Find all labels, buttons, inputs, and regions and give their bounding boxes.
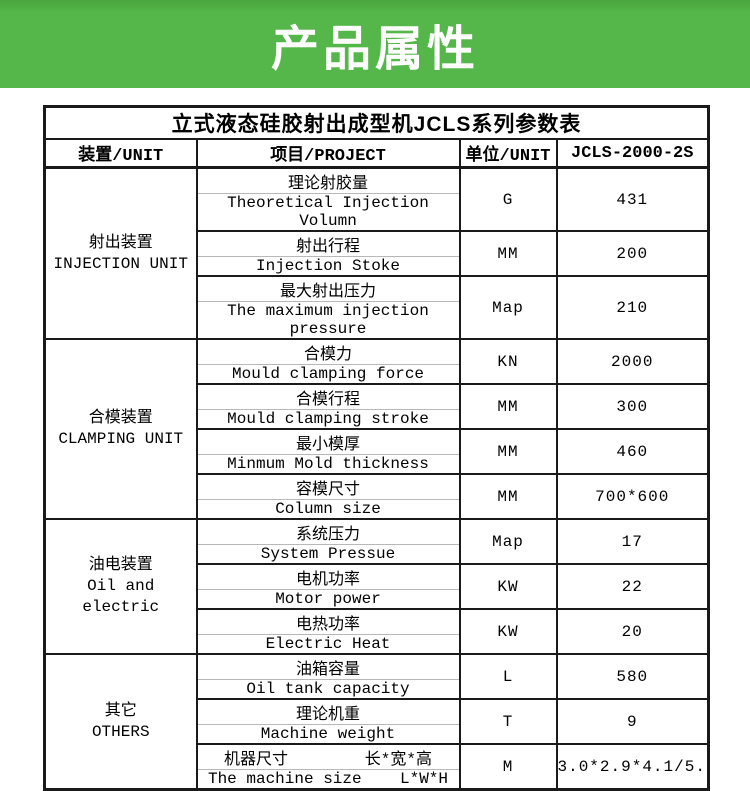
project-label-en: Oil tank capacity [246, 680, 410, 698]
table-row: 合模装置 CLAMPING UNIT 合模力 Mould clamping fo… [43, 338, 710, 520]
col-header-device: 装置/UNIT [43, 138, 198, 169]
table-row: 射出装置 INJECTION UNIT 理论射胶量 Theoretical In… [43, 166, 710, 340]
project-label-cn: 合模力 [198, 341, 458, 365]
project-cell: 最大射出压力 The maximum injection pressure [195, 275, 461, 340]
project-label-cn: 理论机重 [198, 701, 458, 725]
project-label-cn: 容模尺寸 [198, 476, 458, 500]
value-cell: 9 [555, 698, 710, 745]
spec-table: 立式液态硅胶射出成型机JCLS系列参数表 装置/UNIT 项目/PROJECT … [43, 105, 710, 791]
project-label-cn: 射出行程 [198, 233, 458, 257]
table-row: 其它 OTHERS 油箱容量 Oil tank capacity L 580 [43, 653, 710, 791]
product-attributes-banner: 产品属性 [0, 0, 750, 88]
value-cell: 20 [555, 608, 710, 655]
group-label-en: Oil and electric [82, 577, 160, 616]
unit-cell: Map [458, 275, 558, 340]
unit-cell: MM [458, 428, 558, 475]
table-row: 油电装置 Oil and electric 系统压力 System Pressu… [43, 518, 710, 655]
project-label-en: Electric Heat [265, 635, 391, 653]
unit-cell: MM [458, 473, 558, 520]
value-cell: 431 [555, 166, 710, 232]
value-cell: 3.0*2.9*4.1/5.13 [555, 743, 710, 791]
table-row: 射出行程 Injection Stoke MM 200 [45, 230, 710, 277]
project-label-cn: 机器尺寸 长*宽*高 [198, 746, 458, 770]
value-cell: 460 [555, 428, 710, 475]
unit-cell: M [458, 743, 558, 791]
project-cell: 理论射胶量 Theoretical Injection Volumn [195, 166, 461, 232]
value-cell: 700*600 [555, 473, 710, 520]
project-label-en: Column size [275, 500, 381, 518]
group-label-en: CLAMPING UNIT [58, 430, 184, 448]
project-label-en: The maximum injection pressure [227, 302, 439, 338]
project-label-en: Machine weight [260, 725, 396, 743]
value-cell: 200 [555, 230, 710, 277]
project-cell: 系统压力 System Pressue [195, 518, 461, 565]
group-label-cn: 合模装置 [88, 409, 153, 427]
unit-cell: T [458, 698, 558, 745]
value-cell: 210 [555, 275, 710, 340]
table-row: 最大射出压力 The maximum injection pressure Ma… [45, 275, 710, 340]
project-label-cn: 电热功率 [198, 611, 458, 635]
unit-cell: L [458, 653, 558, 700]
unit-cell: KN [458, 338, 558, 385]
project-label-en: Theoretical Injection Volumn [227, 194, 439, 230]
project-cell: 射出行程 Injection Stoke [195, 230, 461, 277]
col-header-project: 项目/PROJECT [195, 138, 461, 169]
project-cell: 最小模厚 Minmum Mold thickness [195, 428, 461, 475]
table-title-row: 立式液态硅胶射出成型机JCLS系列参数表 [43, 105, 710, 140]
project-cell: 电机功率 Motor power [195, 563, 461, 610]
project-cell: 机器尺寸 长*宽*高 The machine size L*W*H [195, 743, 461, 791]
project-label-cn: 油箱容量 [198, 656, 458, 680]
group-cell-injection-unit: 射出装置 INJECTION UNIT [43, 166, 198, 340]
value-cell: 300 [555, 383, 710, 430]
project-label-cn: 系统压力 [198, 521, 458, 545]
project-cell: 合模力 Mould clamping force [195, 338, 461, 385]
unit-cell: MM [458, 383, 558, 430]
group-label-cn: 射出装置 [88, 233, 153, 252]
project-label-en: Minmum Mold thickness [227, 455, 429, 473]
spec-table-container: 立式液态硅胶射出成型机JCLS系列参数表 装置/UNIT 项目/PROJECT … [43, 105, 710, 791]
value-cell: 2000 [555, 338, 710, 385]
project-label-cn: 合模行程 [198, 386, 458, 410]
project-label-cn: 电机功率 [198, 566, 458, 590]
project-cell: 理论机重 Machine weight [195, 698, 461, 745]
group-label-en: OTHERS [91, 722, 150, 741]
col-header-model: JCLS-2000-2S [555, 138, 710, 169]
project-label-en: Mould clamping force [231, 365, 425, 383]
value-cell: 22 [555, 563, 710, 610]
unit-cell: G [458, 166, 558, 232]
table-header-row: 装置/UNIT 项目/PROJECT 单位/UNIT JCLS-2000-2S [43, 138, 710, 169]
unit-cell: MM [458, 230, 558, 277]
table-title: 立式液态硅胶射出成型机JCLS系列参数表 [43, 105, 710, 140]
project-cell: 油箱容量 Oil tank capacity [195, 653, 461, 700]
unit-cell: Map [458, 518, 558, 565]
table-row: 电热功率 Electric Heat KW 20 [45, 608, 710, 655]
project-label-en: Motor power [275, 590, 381, 608]
project-label-cn: 最大射出压力 [198, 278, 458, 302]
project-label-en: System Pressue [260, 545, 396, 563]
table-row: 容模尺寸 Column size MM 700*600 [45, 473, 710, 520]
project-label-en: Mould clamping stroke [227, 410, 429, 428]
banner-title: 产品属性 [270, 23, 479, 76]
group-label-cn: 油电装置 [88, 556, 153, 574]
project-label-en: The machine size L*W*H [207, 770, 449, 788]
group-cell-clamping-unit: 合模装置 CLAMPING UNIT [43, 338, 198, 520]
table-row: 合模行程 Mould clamping stroke MM 300 [45, 383, 710, 430]
unit-cell: KW [458, 608, 558, 655]
table-row: 电机功率 Motor power KW 22 [45, 563, 710, 610]
group-cell-oil-electric: 油电装置 Oil and electric [43, 518, 198, 655]
group-label-en: INJECTION UNIT [53, 254, 188, 273]
project-label-cn: 理论射胶量 [198, 169, 458, 194]
value-cell: 17 [555, 518, 710, 565]
project-cell: 容模尺寸 Column size [195, 473, 461, 520]
group-label-cn: 其它 [104, 701, 137, 720]
project-label-en: Injection Stoke [255, 257, 401, 275]
project-cell: 合模行程 Mould clamping stroke [195, 383, 461, 430]
table-row: 最小模厚 Minmum Mold thickness MM 460 [45, 428, 710, 475]
project-cell: 电热功率 Electric Heat [195, 608, 461, 655]
col-header-unit: 单位/UNIT [458, 138, 558, 169]
group-cell-others: 其它 OTHERS [43, 653, 198, 791]
value-cell: 580 [555, 653, 710, 700]
project-label-cn: 最小模厚 [198, 431, 458, 455]
unit-cell: KW [458, 563, 558, 610]
